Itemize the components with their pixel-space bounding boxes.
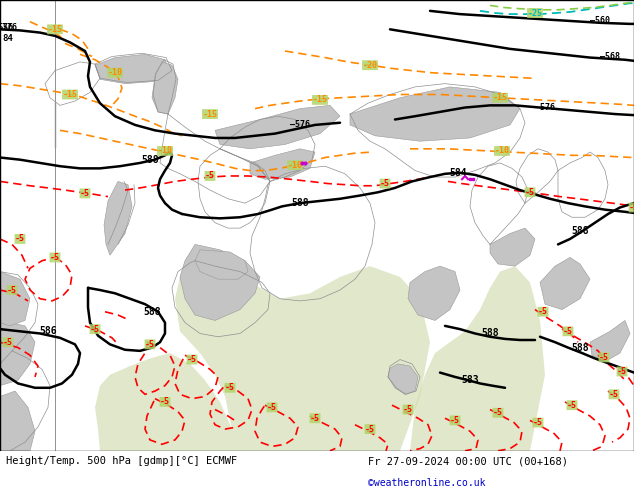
Text: -5: -5 xyxy=(493,408,503,417)
Text: -5: -5 xyxy=(609,390,619,399)
Text: -5: -5 xyxy=(380,179,390,188)
Text: -10: -10 xyxy=(157,147,172,155)
Text: 588: 588 xyxy=(291,198,309,208)
Polygon shape xyxy=(95,54,170,84)
Text: -15: -15 xyxy=(48,25,63,34)
Text: -5: -5 xyxy=(145,340,155,349)
Text: -5: -5 xyxy=(525,188,535,197)
Polygon shape xyxy=(215,105,340,149)
Text: -5: -5 xyxy=(3,338,13,346)
Text: -15: -15 xyxy=(313,96,328,104)
Text: Fr 27-09-2024 00:00 UTC (00+168): Fr 27-09-2024 00:00 UTC (00+168) xyxy=(368,456,567,466)
Text: -5: -5 xyxy=(538,307,548,316)
Text: -5: -5 xyxy=(617,367,627,376)
Text: -5: -5 xyxy=(563,327,573,336)
Text: -5: -5 xyxy=(187,355,197,364)
Text: -15: -15 xyxy=(63,90,77,99)
Polygon shape xyxy=(195,250,248,279)
Polygon shape xyxy=(388,364,418,394)
Text: 588: 588 xyxy=(571,343,589,353)
Polygon shape xyxy=(0,320,35,386)
Text: -5: -5 xyxy=(365,424,375,434)
Polygon shape xyxy=(250,149,315,179)
Text: 576: 576 xyxy=(3,23,18,32)
Text: -10: -10 xyxy=(287,161,302,170)
Polygon shape xyxy=(408,266,460,320)
Text: ©weatheronline.co.uk: ©weatheronline.co.uk xyxy=(368,478,485,489)
Text: -5: -5 xyxy=(599,353,609,362)
Text: –560: –560 xyxy=(590,16,610,25)
Text: -5: -5 xyxy=(310,414,320,423)
Text: -5: -5 xyxy=(50,253,60,262)
Polygon shape xyxy=(0,271,30,326)
Text: -5: -5 xyxy=(225,383,235,392)
Polygon shape xyxy=(0,391,35,451)
Text: 588: 588 xyxy=(481,328,499,339)
Text: –568: –568 xyxy=(600,52,620,61)
Text: -15: -15 xyxy=(202,110,217,119)
Text: -15: -15 xyxy=(493,93,507,102)
Text: -5: -5 xyxy=(629,203,634,212)
Text: -5: -5 xyxy=(567,401,577,410)
Text: –576: –576 xyxy=(290,121,310,129)
Polygon shape xyxy=(104,181,132,255)
Text: 588: 588 xyxy=(141,155,158,165)
Text: -10: -10 xyxy=(108,68,122,77)
Text: 84: 84 xyxy=(3,33,13,43)
Text: -5: -5 xyxy=(205,172,215,180)
Polygon shape xyxy=(410,266,545,451)
Text: -5: -5 xyxy=(450,416,460,425)
Polygon shape xyxy=(152,62,178,114)
Polygon shape xyxy=(95,353,240,451)
Polygon shape xyxy=(175,261,430,451)
Text: -5: -5 xyxy=(267,403,277,412)
Text: -5: -5 xyxy=(160,397,170,406)
Text: 588: 588 xyxy=(143,307,161,317)
Text: -5: -5 xyxy=(15,235,25,244)
Text: -5: -5 xyxy=(7,286,17,294)
Text: 576: 576 xyxy=(0,23,13,32)
Polygon shape xyxy=(590,320,630,362)
Text: Height/Temp. 500 hPa [gdmp][°C] ECMWF: Height/Temp. 500 hPa [gdmp][°C] ECMWF xyxy=(6,456,238,466)
Text: -20: -20 xyxy=(363,61,377,70)
Text: 583: 583 xyxy=(461,375,479,385)
Text: 584: 584 xyxy=(449,168,467,178)
Polygon shape xyxy=(350,87,520,141)
Polygon shape xyxy=(540,257,590,310)
Polygon shape xyxy=(180,245,260,320)
Text: 588: 588 xyxy=(571,226,589,236)
Text: -25: -25 xyxy=(527,8,543,18)
Text: -5: -5 xyxy=(90,325,100,334)
Text: -10: -10 xyxy=(495,147,510,155)
Text: –576: –576 xyxy=(535,103,555,112)
Text: -5: -5 xyxy=(533,418,543,427)
Text: -5: -5 xyxy=(403,405,413,414)
Text: -5: -5 xyxy=(80,189,90,198)
Polygon shape xyxy=(490,228,535,266)
Text: 586: 586 xyxy=(39,326,57,336)
